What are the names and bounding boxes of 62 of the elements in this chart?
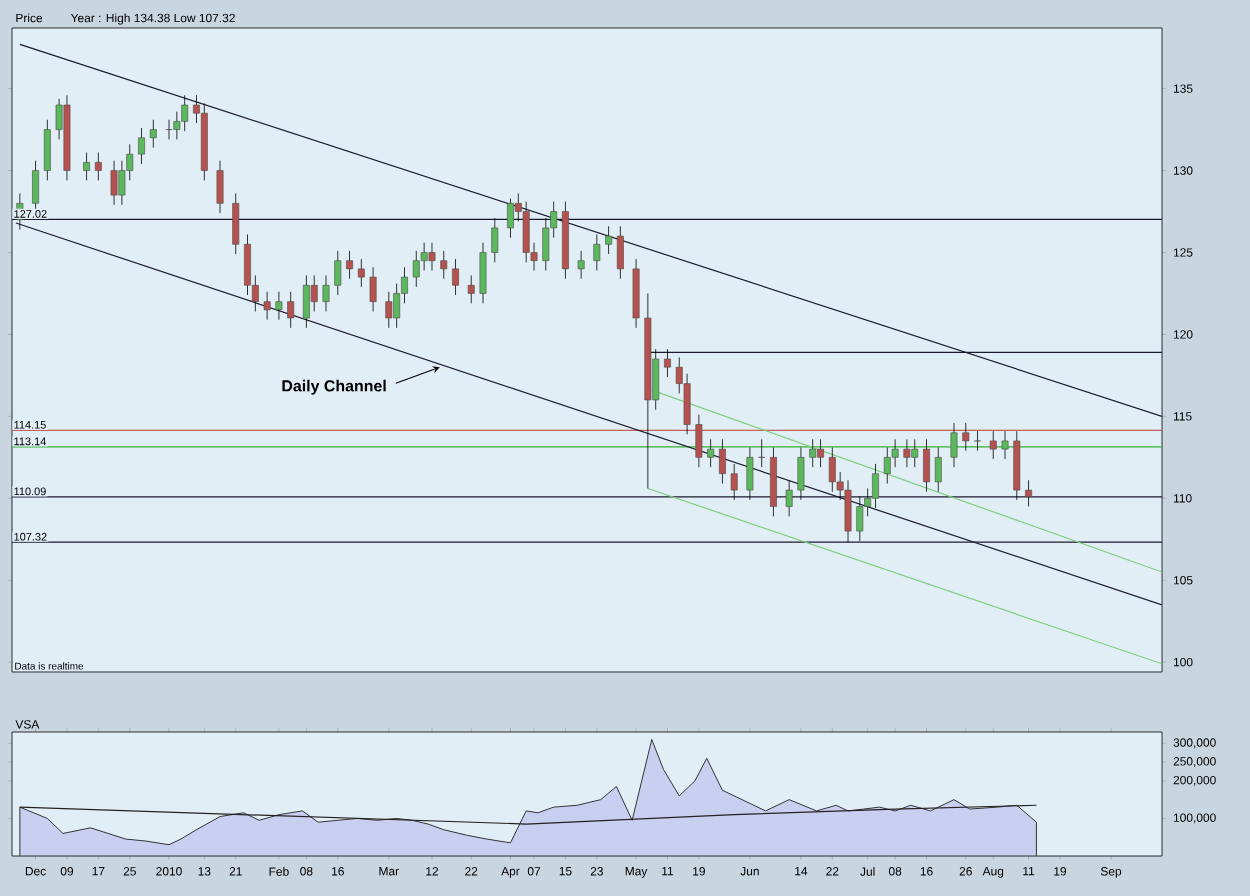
candlestick	[357, 258, 365, 288]
candlestick	[479, 242, 487, 304]
candlestick	[43, 119, 51, 181]
candlestick	[322, 275, 330, 312]
candlestick	[1025, 479, 1032, 507]
candlestick	[138, 127, 145, 165]
candlestick	[385, 291, 393, 329]
candlestick	[828, 447, 836, 493]
candlestick	[911, 438, 919, 468]
candlestick	[232, 193, 240, 255]
candlestick	[334, 250, 342, 296]
candlestick	[593, 234, 601, 271]
candlestick	[1001, 430, 1009, 460]
candlestick	[974, 430, 981, 452]
candlestick	[950, 422, 958, 468]
candlestick	[346, 250, 353, 280]
candlestick	[989, 430, 997, 460]
candlestick	[797, 447, 805, 501]
candlestick	[149, 119, 157, 149]
line-series	[19, 804, 1038, 825]
candlestick	[746, 447, 754, 501]
candlestick	[872, 463, 879, 509]
candlestick	[428, 242, 436, 271]
candlestick	[664, 348, 671, 378]
candlestick	[923, 438, 930, 493]
candlestick	[522, 201, 530, 263]
candlestick	[707, 438, 715, 468]
candlestick	[110, 160, 118, 206]
candlestick	[440, 250, 448, 280]
candlestick	[94, 152, 102, 181]
candlestick	[393, 283, 401, 329]
candlestick	[730, 463, 738, 501]
candlestick	[491, 217, 499, 263]
candlestick	[718, 438, 726, 484]
candlestick	[934, 447, 942, 493]
candlestick	[263, 291, 271, 321]
candlestick	[302, 275, 310, 329]
candlestick	[507, 198, 514, 239]
candlestick	[452, 258, 459, 296]
candlestick	[369, 266, 377, 312]
candlestick	[32, 160, 39, 214]
candlestick	[856, 496, 864, 542]
candlestick	[412, 250, 420, 288]
candlestick	[83, 152, 91, 181]
candlestick	[962, 422, 970, 452]
candlestick	[785, 479, 793, 517]
candlestick	[287, 291, 295, 329]
candlestick	[216, 160, 224, 214]
candlestick	[310, 275, 318, 312]
candlestick	[809, 438, 817, 468]
candlestick	[577, 250, 585, 280]
candlestick	[883, 447, 891, 484]
candlestick	[244, 234, 251, 296]
candlestick	[817, 438, 824, 468]
candlestick	[695, 414, 703, 468]
candlestick	[467, 275, 475, 304]
candlestick	[275, 291, 283, 321]
candlestick	[605, 225, 613, 255]
candlestick	[903, 438, 911, 468]
candlestick	[616, 225, 624, 280]
candlestick	[844, 479, 852, 543]
candlestick	[181, 94, 189, 132]
